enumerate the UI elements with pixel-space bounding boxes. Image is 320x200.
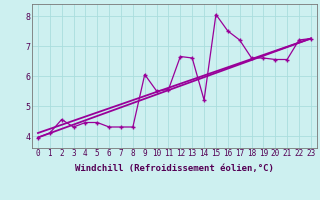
X-axis label: Windchill (Refroidissement éolien,°C): Windchill (Refroidissement éolien,°C) [75,164,274,173]
